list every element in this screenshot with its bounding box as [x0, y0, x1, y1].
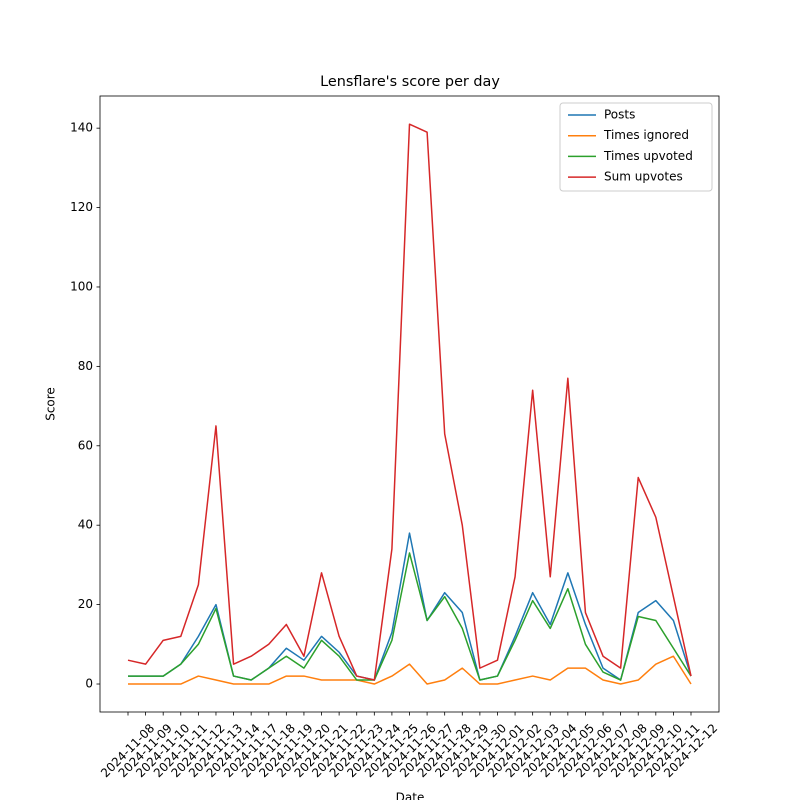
x-axis-label: Date	[396, 791, 425, 800]
line-series	[128, 552, 692, 681]
y-tick-label: 0	[85, 677, 93, 691]
line-series	[127, 123, 692, 681]
y-axis-label: Score	[44, 387, 58, 421]
legend-label: Sum upvotes	[604, 170, 683, 184]
y-tick-label: 40	[78, 518, 93, 532]
y-tick-label: 20	[78, 597, 93, 611]
legend-label: Times ignored	[603, 128, 689, 142]
line-series	[128, 655, 692, 685]
y-tick-label: 60	[78, 438, 93, 452]
y-tick-label: 80	[78, 359, 93, 373]
legend-label: Posts	[604, 108, 635, 122]
legend-label: Times upvoted	[603, 149, 693, 163]
legend-box	[559, 102, 713, 192]
y-tick-label: 140	[70, 121, 93, 135]
y-tick-label: 100	[70, 279, 93, 293]
chart-title: Lensflare's score per day	[320, 74, 500, 90]
y-tick-label: 120	[70, 200, 93, 214]
